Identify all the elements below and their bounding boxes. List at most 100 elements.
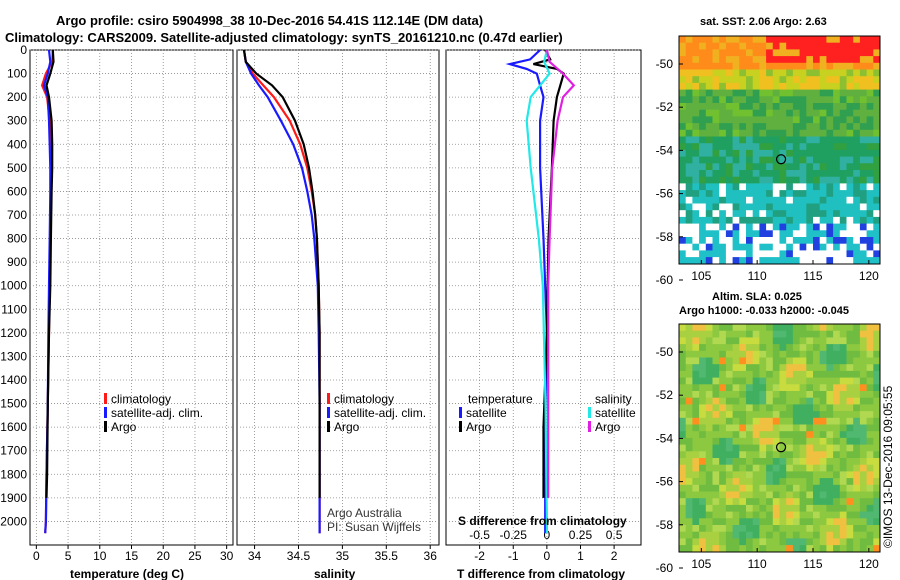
sst-pixel [826, 176, 834, 184]
sst-pixel [792, 76, 800, 84]
sst-pixel [826, 49, 834, 57]
sla-pixel [853, 491, 861, 499]
sst-pixel [732, 42, 740, 50]
sst-pixel [859, 129, 867, 137]
sst-pixel [826, 210, 834, 218]
sla-pixel [772, 377, 780, 385]
sla-pixel [739, 538, 747, 546]
map-lat-label: -52 [656, 100, 674, 114]
sst-pixel [866, 123, 874, 131]
sst-pixel [699, 49, 707, 57]
sst-map-image [679, 36, 881, 265]
sla-pixel [752, 478, 760, 486]
sla-pixel [692, 525, 700, 533]
sst-pixel [746, 149, 754, 157]
sla-pixel [792, 364, 800, 372]
sst-pixel [766, 190, 774, 198]
sst-pixel [859, 62, 867, 70]
legend-temp-1-swatch [104, 407, 107, 418]
sla-pixel [772, 484, 780, 492]
sst-pixel [746, 96, 754, 104]
sla-map-title: Altim. SLA: 0.025 [712, 291, 802, 303]
sst-pixel [833, 183, 841, 191]
sst-pixel [866, 203, 874, 211]
sst-pixel [819, 156, 827, 164]
sst-pixel [746, 203, 754, 211]
sst-pixel [873, 109, 881, 117]
sla-pixel [692, 324, 700, 332]
sst-pixel [705, 257, 713, 265]
sla-pixel [692, 491, 700, 499]
sst-pixel [806, 203, 814, 211]
sst-pixel [792, 149, 800, 157]
sst-pixel [705, 69, 713, 77]
sst-pixel [719, 129, 727, 137]
sst-pixel [719, 123, 727, 131]
sst-pixel [799, 56, 807, 64]
sst-pixel [859, 42, 867, 50]
sst-pixel [752, 82, 760, 90]
sst-pixel [699, 89, 707, 97]
salinity-series [242, 49, 321, 534]
sst-pixel [873, 203, 881, 211]
sla-pixel [806, 377, 814, 385]
sla-pixel [679, 458, 687, 466]
sla-pixel [752, 498, 760, 506]
sst-pixel [692, 156, 700, 164]
sst-pixel [766, 257, 774, 265]
sla-pixel [792, 337, 800, 345]
sla-pixel [826, 350, 834, 358]
sst-pixel [739, 223, 747, 231]
sla-pixel [766, 511, 774, 519]
sst-pixel [772, 103, 780, 111]
sst-pixel [833, 237, 841, 245]
sst-pixel [813, 230, 821, 238]
sst-pixel [806, 103, 814, 111]
sst-pixel [859, 123, 867, 131]
sst-pixel [846, 156, 854, 164]
sst-pixel [819, 163, 827, 171]
sla-pixel [766, 397, 774, 405]
sst-pixel [719, 89, 727, 97]
sla-pixel [859, 518, 867, 526]
sla-pixel [786, 344, 794, 352]
sst-pixel [799, 216, 807, 224]
sst-pixel [679, 257, 687, 265]
sla-pixel [725, 478, 733, 486]
sst-pixel [813, 237, 821, 245]
sla-pixel [739, 498, 747, 506]
sst-pixel [779, 49, 787, 57]
sst-pixel [873, 163, 881, 171]
sla-pixel [732, 478, 740, 486]
sst-pixel [732, 82, 740, 90]
sst-pixel [819, 250, 827, 258]
sla-pixel [806, 444, 814, 452]
sst-pixel [759, 82, 767, 90]
sla-pixel [692, 404, 700, 412]
sla-pixel [839, 458, 847, 466]
sla-pixel [819, 545, 827, 553]
map-lat-label: -52 [656, 388, 674, 402]
sst-pixel [772, 76, 780, 84]
sla-pixel [873, 431, 881, 439]
sla-pixel [826, 397, 834, 405]
sst-pixel [779, 76, 787, 84]
sla-pixel [732, 330, 740, 338]
legend-sal-2-label: Argo [334, 420, 360, 434]
sla-pixel [806, 511, 814, 519]
sst-pixel [712, 170, 720, 178]
sst-pixel [839, 49, 847, 57]
sst-pixel [705, 170, 713, 178]
sst-pixel [853, 89, 861, 97]
sst-pixel [786, 76, 794, 84]
sst-pixel [746, 237, 754, 245]
sst-pixel [826, 237, 834, 245]
sla-pixel [846, 344, 854, 352]
sla-pixel [786, 511, 794, 519]
sst-pixel [799, 103, 807, 111]
sla-pixel [813, 504, 821, 512]
sst-pixel [806, 190, 814, 198]
sst-pixel [719, 163, 727, 171]
sst-pixel [692, 237, 700, 245]
sst-pixel [692, 116, 700, 124]
